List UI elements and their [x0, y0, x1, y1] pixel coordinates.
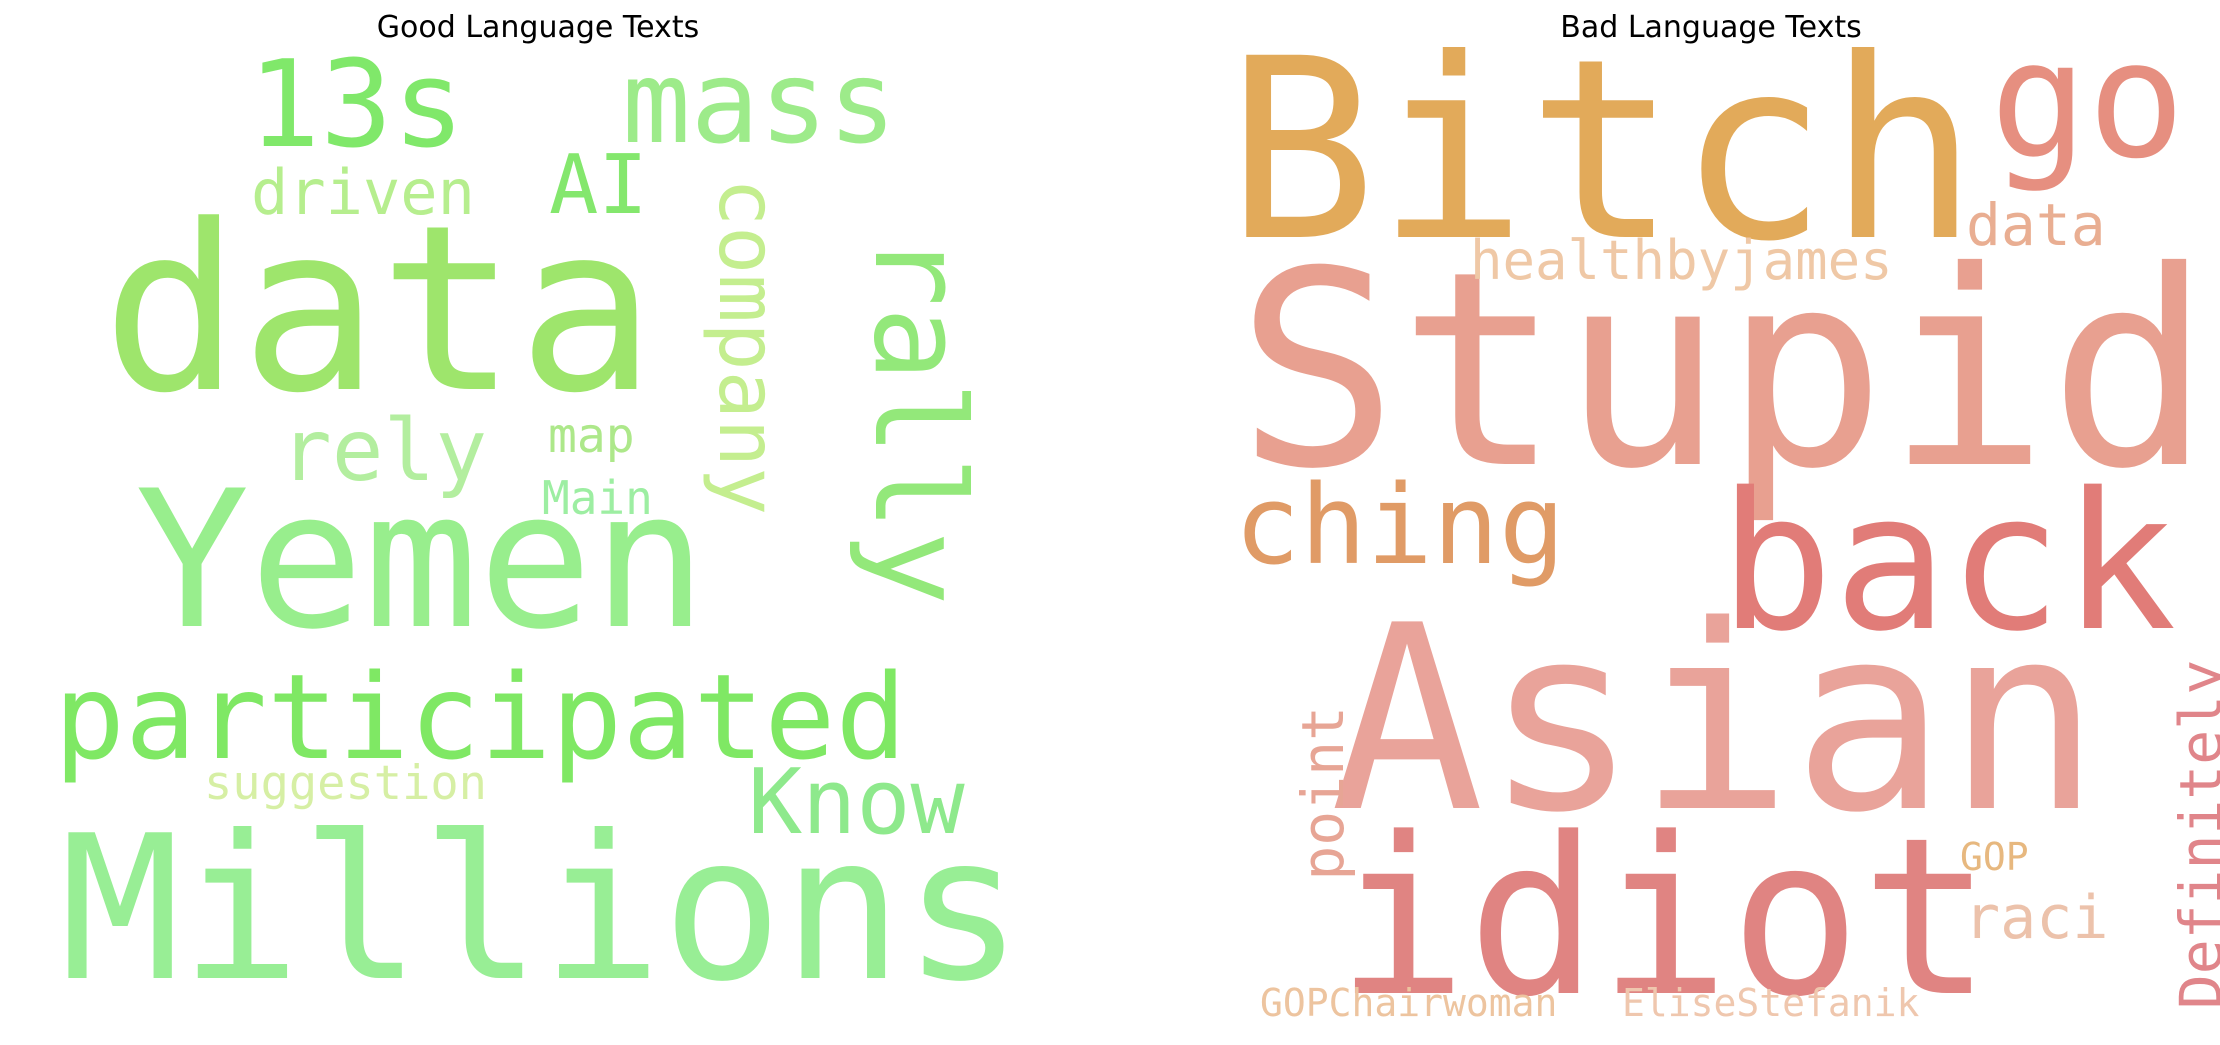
- word-point: point: [1289, 706, 1357, 881]
- word-data: data: [102, 177, 656, 444]
- word-data-bad: data: [1966, 191, 2106, 259]
- word-gop: GOP: [1960, 835, 2029, 879]
- word-definitely: Definitely: [2167, 660, 2220, 1010]
- word-idiot: idiot: [1336, 792, 1993, 1045]
- word-yemen: Yemen: [135, 450, 707, 671]
- word-go: go: [1990, 7, 2186, 195]
- bad-panel-title: Bad Language Texts: [1560, 10, 1862, 45]
- word-bitch: Bitch: [1226, 5, 1979, 296]
- word-know: Know: [748, 750, 965, 855]
- word-13s: 13s: [248, 36, 465, 175]
- good-panel-title: Good Language Texts: [376, 10, 700, 45]
- word-suggestion: suggestion: [204, 756, 487, 811]
- word-back: back: [1719, 452, 2177, 673]
- bad-language-panel: Bad Language Texts Stupid Bitch Asian id…: [1110, 0, 2220, 1043]
- word-rely: rely: [280, 401, 488, 501]
- word-mass: mass: [622, 36, 897, 169]
- bad-word-cloud: Stupid Bitch Asian idiot back go ching h…: [1110, 0, 2220, 1043]
- word-ching: ching: [1234, 461, 1566, 589]
- word-ai: AI: [549, 138, 648, 233]
- word-gopchairwoman: GOPChairwoman: [1260, 981, 1558, 1025]
- good-word-cloud: data Yemen Millions participated 13s mas…: [0, 0, 1110, 1043]
- word-driven: driven: [251, 156, 475, 229]
- word-raci: raci: [1964, 883, 2109, 953]
- word-millions: Millions: [60, 793, 1024, 1026]
- word-elisestefanik: EliseStefanik: [1622, 981, 1920, 1025]
- word-asian: Asian: [1330, 571, 2101, 869]
- word-main: Main: [542, 471, 653, 525]
- word-stupid: Stupid: [1236, 213, 2212, 528]
- word-map: map: [548, 408, 635, 464]
- word-rally: rally: [846, 232, 990, 606]
- word-participated: participated: [54, 648, 907, 786]
- good-language-panel: Good Language Texts data Yemen Millions …: [0, 0, 1110, 1043]
- word-healthbyjames: healthbyjames: [1470, 229, 1893, 292]
- word-company: company: [701, 178, 794, 516]
